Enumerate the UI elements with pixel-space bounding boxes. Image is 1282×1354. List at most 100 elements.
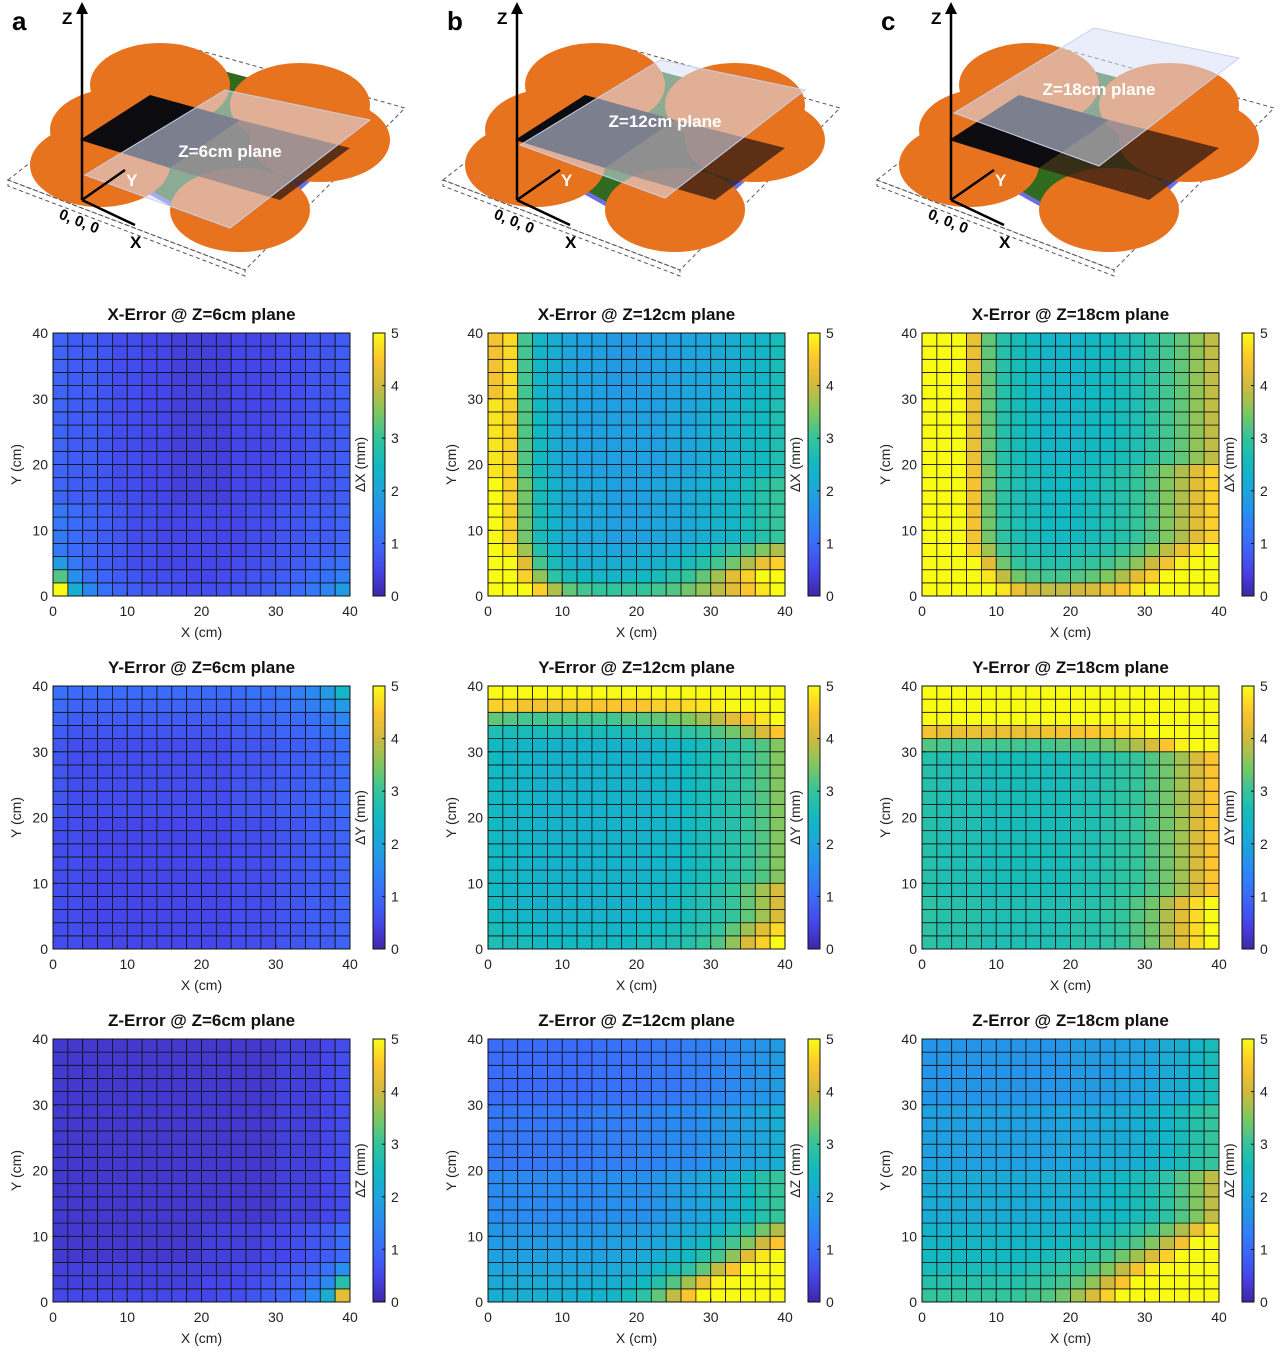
heatmap-cell — [607, 1184, 622, 1197]
heatmap-cell — [922, 778, 937, 791]
heatmap-cell — [533, 857, 548, 870]
heatmap-cell — [518, 910, 533, 923]
y-tick-label: 0 — [475, 588, 483, 604]
heatmap-cell — [291, 896, 306, 909]
heatmap-cell — [98, 491, 113, 504]
heatmap-cell — [681, 857, 696, 870]
heatmap-cell — [142, 896, 157, 909]
heatmap-cell — [216, 870, 231, 883]
heatmap-cell — [1204, 451, 1219, 464]
heatmap-cell — [726, 386, 741, 399]
heatmap-cell — [1011, 1276, 1026, 1289]
heatmap-cell — [68, 1223, 83, 1236]
heatmap-cell — [981, 412, 996, 425]
heatmap-cell — [681, 333, 696, 346]
heatmap-cell — [981, 752, 996, 765]
heatmap-cell — [1145, 1052, 1160, 1065]
heatmap-cell — [755, 359, 770, 372]
heatmap-cell — [127, 1184, 142, 1197]
heatmap-cell — [202, 1263, 217, 1276]
heatmap-cell — [622, 543, 637, 556]
colorbar — [1242, 333, 1254, 596]
heatmap-cell — [68, 530, 83, 543]
heatmap-cell — [1056, 831, 1071, 844]
heatmap-cell — [996, 1263, 1011, 1276]
heatmap-cell — [622, 1105, 637, 1118]
heatmap-cell — [276, 752, 291, 765]
heatmap-cell — [1071, 739, 1086, 752]
heatmap-cell — [666, 883, 681, 896]
x-tick-label: 30 — [268, 1309, 284, 1325]
heatmap-cell — [112, 1144, 127, 1157]
heatmap-cell — [112, 1197, 127, 1210]
heatmap-cell — [127, 1078, 142, 1091]
heatmap-cell — [1056, 1105, 1071, 1118]
heatmap-cell — [937, 451, 952, 464]
heatmap-cell — [577, 712, 592, 725]
heatmap-cell — [967, 936, 982, 949]
heatmap-cell — [172, 465, 187, 478]
heatmap-cell — [1100, 818, 1115, 831]
heatmap-cell — [562, 346, 577, 359]
heatmap-cell — [1160, 1276, 1175, 1289]
heatmap-cell — [755, 346, 770, 359]
heatmap-cell — [996, 386, 1011, 399]
heatmap-cell — [68, 1289, 83, 1302]
heatmap-cell — [755, 1210, 770, 1223]
heatmap-cell — [1130, 752, 1145, 765]
heatmap-cell — [1011, 1131, 1026, 1144]
heatmap-cell — [1204, 870, 1219, 883]
heatmap-cell — [1085, 923, 1100, 936]
heatmap-cell — [711, 844, 726, 857]
heatmap-cell — [172, 478, 187, 491]
heatmap-cell — [68, 1105, 83, 1118]
heatmap-cell — [1041, 725, 1056, 738]
heatmap-cell — [305, 1065, 320, 1078]
heatmap-cell — [305, 910, 320, 923]
heatmap-cell — [1130, 570, 1145, 583]
heatmap-cell — [726, 831, 741, 844]
heatmap-cell — [157, 752, 172, 765]
heatmap-cell — [981, 478, 996, 491]
heatmap-cell — [261, 804, 276, 817]
heatmap-cell — [711, 491, 726, 504]
heatmap-cell — [231, 372, 246, 385]
heatmap-cell — [607, 465, 622, 478]
heatmap-cell — [1174, 359, 1189, 372]
heatmap-cell — [127, 491, 142, 504]
heatmap-cell — [187, 517, 202, 530]
heatmap-cell — [68, 1184, 83, 1197]
heatmap-cell — [651, 333, 666, 346]
heatmap-cell — [1174, 910, 1189, 923]
heatmap-cell — [770, 844, 785, 857]
heatmap-cell — [127, 372, 142, 385]
heatmap-cell — [996, 465, 1011, 478]
heatmap-cell — [1115, 583, 1130, 596]
heatmap-cell — [1160, 570, 1175, 583]
heatmap-cell — [592, 1118, 607, 1131]
heatmap-cell — [1071, 359, 1086, 372]
heatmap-cell — [696, 883, 711, 896]
heatmap-cell — [187, 346, 202, 359]
heatmap-cell — [202, 910, 217, 923]
colorbar-tick-label: 2 — [826, 1189, 834, 1205]
heatmap-cell — [547, 1223, 562, 1236]
heatmap-cell — [202, 1039, 217, 1052]
heatmap-cell — [172, 1276, 187, 1289]
heatmap-cell — [503, 1210, 518, 1223]
heatmap-cell — [533, 936, 548, 949]
heatmap-cell — [246, 583, 261, 596]
heatmap-cell — [711, 465, 726, 478]
heatmap-cell — [770, 883, 785, 896]
heatmap-cell — [157, 1171, 172, 1184]
heatmap-cell — [98, 386, 113, 399]
heatmap-cell — [1130, 804, 1145, 817]
heatmap-cell — [637, 831, 652, 844]
heatmap-cell — [547, 583, 562, 596]
heatmap-cell — [622, 936, 637, 949]
heatmap-cell — [276, 831, 291, 844]
heatmap-cell — [83, 543, 98, 556]
heatmap-cell — [202, 438, 217, 451]
heatmap-cell — [547, 936, 562, 949]
heatmap-cell — [53, 346, 68, 359]
